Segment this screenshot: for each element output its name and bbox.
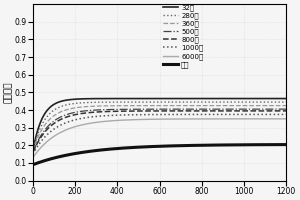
1000目 [231,113,234,116]
Line: 800目: 800目 [33,111,286,152]
级配 [231,144,234,146]
1000目 [277,113,281,116]
280目 [284,101,288,103]
800目 [31,151,35,154]
500目 [31,151,35,154]
6000目 [148,118,151,121]
32目 [44,111,48,113]
500目 [277,108,281,110]
800目 [284,110,288,112]
360目 [277,104,281,107]
Y-axis label: 摩擦系数: 摩擦系数 [4,82,13,103]
1000目 [148,113,151,116]
32目 [231,97,234,100]
Line: 280目: 280目 [33,102,286,151]
32目 [277,97,281,100]
800目 [154,110,158,112]
Line: 级配: 级配 [33,145,286,165]
Line: 360目: 360目 [33,106,286,151]
Legend: 32目, 280目, 360目, 500目, 800目, 1000目, 6000目, 级配: 32目, 280目, 360目, 500目, 800目, 1000目, 6000… [163,4,203,68]
级配 [44,159,48,161]
500目 [148,108,151,110]
800目 [148,110,151,112]
6000目 [31,156,35,159]
360目 [231,104,234,107]
6000目 [277,118,281,120]
500目 [277,108,281,110]
级配 [284,143,288,146]
6000目 [284,118,288,120]
Line: 500目: 500目 [33,109,286,152]
32目 [284,97,288,100]
级配 [31,164,35,166]
800目 [231,110,234,112]
500目 [44,127,48,130]
级配 [277,143,281,146]
500目 [231,108,234,110]
280目 [154,101,158,103]
280目 [148,101,151,103]
6000目 [44,141,48,144]
Line: 6000目: 6000目 [33,119,286,158]
级配 [148,145,151,148]
800目 [277,110,281,112]
800目 [44,130,48,132]
1000目 [277,113,281,116]
280目 [277,101,281,103]
1000目 [154,113,158,116]
280目 [31,149,35,152]
6000目 [231,118,234,120]
800目 [277,110,281,112]
6000目 [277,118,281,120]
500目 [154,108,158,110]
Line: 1000目: 1000目 [33,114,286,154]
360目 [44,122,48,125]
Line: 32目: 32目 [33,99,286,151]
1000目 [44,135,48,137]
360目 [284,104,288,107]
级配 [154,145,158,148]
1000目 [31,153,35,155]
280目 [277,101,281,103]
1000目 [284,113,288,116]
360目 [31,149,35,152]
360目 [148,104,151,107]
级配 [277,143,281,146]
32目 [277,97,281,100]
280目 [44,117,48,119]
32目 [154,97,158,100]
32目 [148,97,151,100]
360目 [277,104,281,107]
32目 [31,149,35,152]
500目 [284,108,288,110]
6000目 [154,118,158,120]
280目 [231,101,234,103]
360目 [154,104,158,107]
